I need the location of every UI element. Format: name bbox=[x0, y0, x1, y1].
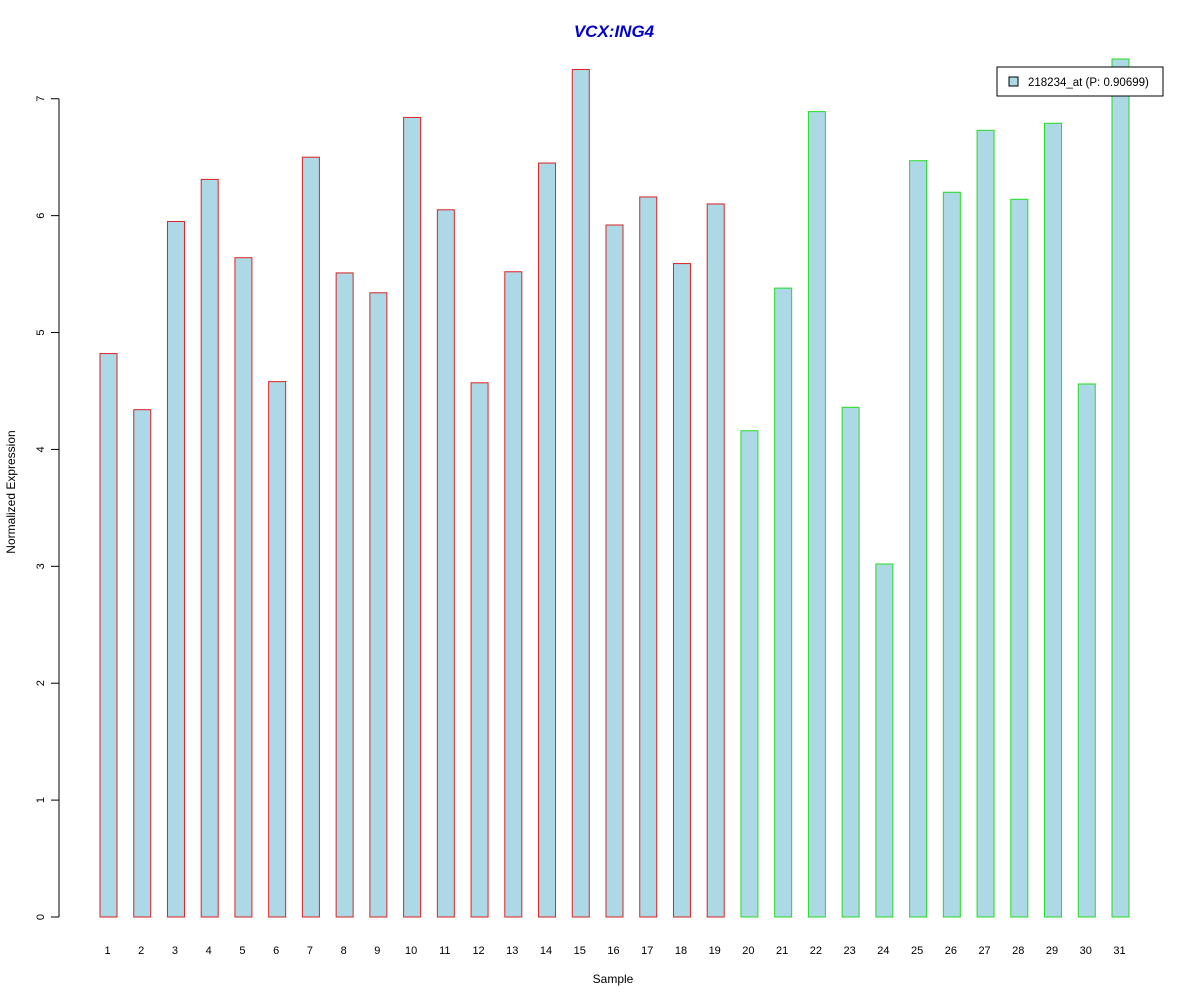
bar-sample-9 bbox=[369, 292, 388, 918]
x-tick-label: 10 bbox=[405, 945, 417, 957]
x-tick-label: 8 bbox=[341, 945, 347, 957]
bar-sample-21 bbox=[774, 287, 793, 918]
bar-sample-29 bbox=[1044, 122, 1063, 918]
bars bbox=[99, 58, 1130, 918]
y-tick-label: 2 bbox=[35, 680, 47, 686]
x-tick-label: 20 bbox=[742, 945, 754, 957]
bar-sample-17 bbox=[639, 196, 658, 918]
bar-sample-11 bbox=[436, 209, 455, 918]
x-tick-label: 12 bbox=[472, 945, 484, 957]
bar-sample-22 bbox=[807, 111, 826, 918]
bar-sample-20 bbox=[740, 430, 759, 918]
bar-sample-13 bbox=[504, 271, 523, 918]
x-tick-label: 3 bbox=[172, 945, 178, 957]
bar-sample-15 bbox=[571, 69, 590, 918]
x-tick-label: 17 bbox=[641, 945, 653, 957]
x-tick-label: 21 bbox=[776, 945, 788, 957]
x-tick-label: 27 bbox=[978, 945, 990, 957]
y-axis: 0 1 2 3 4 5 6 7 bbox=[35, 96, 60, 920]
x-tick-label: 30 bbox=[1080, 945, 1092, 957]
bar-sample-16 bbox=[605, 224, 624, 918]
y-tick-label: 0 bbox=[35, 914, 47, 920]
x-tick-label: 1 bbox=[104, 945, 110, 957]
x-tick-label: 29 bbox=[1046, 945, 1058, 957]
x-tick-label: 19 bbox=[709, 945, 721, 957]
bar-sample-10 bbox=[403, 116, 422, 918]
y-tick-label: 5 bbox=[35, 329, 47, 335]
x-tick-label: 13 bbox=[506, 945, 518, 957]
chart-title: VCX:ING4 bbox=[574, 22, 655, 41]
x-tick-label: 15 bbox=[574, 945, 586, 957]
x-axis-title: Sample bbox=[593, 972, 634, 986]
y-tick-label: 6 bbox=[35, 213, 47, 219]
x-tick-labels: 1 2 3 4 5 6 7 8 9 10 11 12 13 14 15 16 17 18 19 20 21 22 23 24 2… bbox=[104, 945, 1125, 957]
x-tick-label: 9 bbox=[374, 945, 380, 957]
x-tick-label: 26 bbox=[945, 945, 957, 957]
x-tick-label: 2 bbox=[138, 945, 144, 957]
y-axis-title: Normalized Expression bbox=[4, 430, 18, 553]
bar-sample-27 bbox=[976, 129, 995, 918]
y-tick-label: 4 bbox=[35, 446, 47, 452]
y-tick-label: 7 bbox=[35, 96, 47, 102]
bar-sample-28 bbox=[1010, 198, 1029, 918]
bar-sample-12 bbox=[470, 382, 489, 918]
x-tick-label: 16 bbox=[607, 945, 619, 957]
y-tick-label: 3 bbox=[35, 563, 47, 569]
legend: 218234_at (P: 0.90699) bbox=[996, 66, 1164, 97]
x-tick-label: 31 bbox=[1113, 945, 1125, 957]
x-tick-label: 25 bbox=[911, 945, 923, 957]
x-tick-label: 23 bbox=[844, 945, 856, 957]
bar-sample-5 bbox=[234, 257, 253, 918]
x-tick-label: 5 bbox=[239, 945, 245, 957]
x-tick-label: 11 bbox=[439, 945, 450, 957]
bar-sample-25 bbox=[909, 160, 928, 918]
bar-sample-24 bbox=[875, 563, 894, 918]
x-tick-label: 6 bbox=[273, 945, 279, 957]
bar-sample-31 bbox=[1111, 58, 1130, 918]
bar-sample-3 bbox=[166, 220, 185, 918]
bar-sample-30 bbox=[1077, 383, 1096, 918]
bar-sample-6 bbox=[268, 381, 287, 918]
x-tick-label: 7 bbox=[307, 945, 313, 957]
bar-sample-14 bbox=[538, 162, 557, 918]
bar-sample-1 bbox=[99, 353, 118, 918]
bar-sample-8 bbox=[335, 272, 354, 918]
x-tick-label: 28 bbox=[1012, 945, 1024, 957]
x-tick-label: 18 bbox=[675, 945, 687, 957]
bar-sample-7 bbox=[301, 156, 320, 918]
x-tick-label: 22 bbox=[810, 945, 822, 957]
bar-sample-23 bbox=[841, 406, 860, 918]
bar-sample-19 bbox=[706, 203, 725, 918]
bar-sample-2 bbox=[133, 409, 152, 918]
legend-box bbox=[996, 66, 1164, 97]
y-tick-label: 1 bbox=[35, 797, 47, 803]
x-tick-label: 14 bbox=[540, 945, 552, 957]
x-tick-label: 24 bbox=[877, 945, 889, 957]
legend-swatch bbox=[1008, 76, 1019, 87]
x-tick-label: 4 bbox=[206, 945, 212, 957]
legend-label: 218234_at (P: 0.90699) bbox=[1028, 77, 1149, 89]
bar-sample-4 bbox=[200, 178, 219, 918]
bar-sample-26 bbox=[942, 191, 961, 918]
bar-sample-18 bbox=[672, 263, 691, 918]
